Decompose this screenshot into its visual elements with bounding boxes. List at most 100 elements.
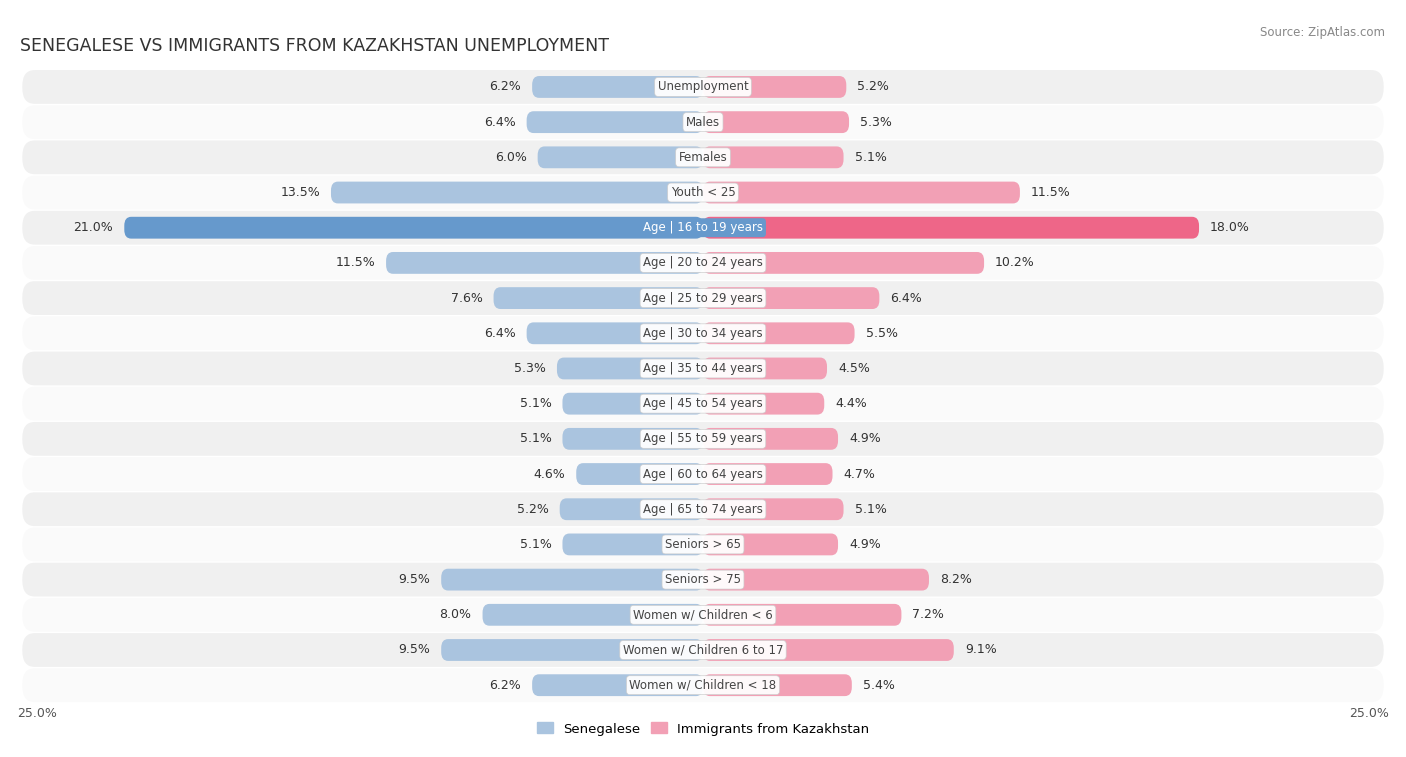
Text: Women w/ Children < 18: Women w/ Children < 18 xyxy=(630,679,776,692)
FancyBboxPatch shape xyxy=(703,76,846,98)
FancyBboxPatch shape xyxy=(562,393,703,415)
Text: Women w/ Children < 6: Women w/ Children < 6 xyxy=(633,609,773,621)
Text: Seniors > 65: Seniors > 65 xyxy=(665,538,741,551)
FancyBboxPatch shape xyxy=(703,639,953,661)
Text: Age | 45 to 54 years: Age | 45 to 54 years xyxy=(643,397,763,410)
Text: Source: ZipAtlas.com: Source: ZipAtlas.com xyxy=(1260,26,1385,39)
Text: 25.0%: 25.0% xyxy=(1350,707,1389,720)
Text: 4.5%: 4.5% xyxy=(838,362,870,375)
FancyBboxPatch shape xyxy=(537,146,703,168)
Text: 7.6%: 7.6% xyxy=(451,291,482,304)
Text: 8.2%: 8.2% xyxy=(941,573,972,586)
FancyBboxPatch shape xyxy=(576,463,703,485)
FancyBboxPatch shape xyxy=(441,639,703,661)
FancyBboxPatch shape xyxy=(22,316,1384,350)
Text: 6.4%: 6.4% xyxy=(484,327,516,340)
Text: 5.2%: 5.2% xyxy=(858,80,889,93)
Text: Age | 16 to 19 years: Age | 16 to 19 years xyxy=(643,221,763,234)
Text: Seniors > 75: Seniors > 75 xyxy=(665,573,741,586)
FancyBboxPatch shape xyxy=(703,498,844,520)
Text: 5.2%: 5.2% xyxy=(517,503,548,516)
FancyBboxPatch shape xyxy=(482,604,703,626)
Text: 4.9%: 4.9% xyxy=(849,432,880,445)
Text: 8.0%: 8.0% xyxy=(440,609,471,621)
FancyBboxPatch shape xyxy=(441,569,703,590)
FancyBboxPatch shape xyxy=(22,457,1384,491)
Text: 11.5%: 11.5% xyxy=(335,257,375,269)
FancyBboxPatch shape xyxy=(22,492,1384,526)
FancyBboxPatch shape xyxy=(703,357,827,379)
Text: 5.1%: 5.1% xyxy=(520,538,551,551)
Text: 5.1%: 5.1% xyxy=(855,503,886,516)
FancyBboxPatch shape xyxy=(703,146,844,168)
Text: 5.1%: 5.1% xyxy=(520,432,551,445)
FancyBboxPatch shape xyxy=(22,141,1384,174)
FancyBboxPatch shape xyxy=(703,111,849,133)
Text: Unemployment: Unemployment xyxy=(658,80,748,93)
FancyBboxPatch shape xyxy=(494,287,703,309)
Text: 9.1%: 9.1% xyxy=(965,643,997,656)
FancyBboxPatch shape xyxy=(22,246,1384,280)
FancyBboxPatch shape xyxy=(562,428,703,450)
FancyBboxPatch shape xyxy=(531,674,703,696)
FancyBboxPatch shape xyxy=(22,210,1384,245)
FancyBboxPatch shape xyxy=(703,534,838,556)
Text: Age | 35 to 44 years: Age | 35 to 44 years xyxy=(643,362,763,375)
Text: 6.0%: 6.0% xyxy=(495,151,527,164)
Text: 6.2%: 6.2% xyxy=(489,679,522,692)
Text: 5.1%: 5.1% xyxy=(855,151,886,164)
Text: 10.2%: 10.2% xyxy=(995,257,1035,269)
Text: 6.4%: 6.4% xyxy=(484,116,516,129)
Text: 25.0%: 25.0% xyxy=(17,707,56,720)
FancyBboxPatch shape xyxy=(703,674,852,696)
FancyBboxPatch shape xyxy=(22,422,1384,456)
Text: 5.1%: 5.1% xyxy=(520,397,551,410)
Text: 4.6%: 4.6% xyxy=(533,468,565,481)
FancyBboxPatch shape xyxy=(22,281,1384,315)
Text: Age | 30 to 34 years: Age | 30 to 34 years xyxy=(643,327,763,340)
FancyBboxPatch shape xyxy=(22,351,1384,385)
Text: Males: Males xyxy=(686,116,720,129)
FancyBboxPatch shape xyxy=(22,105,1384,139)
FancyBboxPatch shape xyxy=(22,528,1384,562)
FancyBboxPatch shape xyxy=(562,534,703,556)
FancyBboxPatch shape xyxy=(703,393,824,415)
FancyBboxPatch shape xyxy=(527,322,703,344)
Text: Age | 55 to 59 years: Age | 55 to 59 years xyxy=(643,432,763,445)
Text: Age | 25 to 29 years: Age | 25 to 29 years xyxy=(643,291,763,304)
Text: 21.0%: 21.0% xyxy=(73,221,114,234)
FancyBboxPatch shape xyxy=(22,633,1384,667)
FancyBboxPatch shape xyxy=(703,217,1199,238)
Text: Females: Females xyxy=(679,151,727,164)
Text: Women w/ Children 6 to 17: Women w/ Children 6 to 17 xyxy=(623,643,783,656)
FancyBboxPatch shape xyxy=(703,463,832,485)
FancyBboxPatch shape xyxy=(330,182,703,204)
FancyBboxPatch shape xyxy=(703,182,1019,204)
FancyBboxPatch shape xyxy=(527,111,703,133)
Text: SENEGALESE VS IMMIGRANTS FROM KAZAKHSTAN UNEMPLOYMENT: SENEGALESE VS IMMIGRANTS FROM KAZAKHSTAN… xyxy=(20,37,609,55)
FancyBboxPatch shape xyxy=(703,287,879,309)
Text: 6.2%: 6.2% xyxy=(489,80,522,93)
Text: 6.4%: 6.4% xyxy=(890,291,922,304)
Text: 5.5%: 5.5% xyxy=(866,327,897,340)
Text: 9.5%: 9.5% xyxy=(398,643,430,656)
Text: 9.5%: 9.5% xyxy=(398,573,430,586)
Text: 5.4%: 5.4% xyxy=(863,679,894,692)
FancyBboxPatch shape xyxy=(22,668,1384,702)
FancyBboxPatch shape xyxy=(124,217,703,238)
Text: 7.2%: 7.2% xyxy=(912,609,945,621)
Text: Age | 65 to 74 years: Age | 65 to 74 years xyxy=(643,503,763,516)
FancyBboxPatch shape xyxy=(703,252,984,274)
FancyBboxPatch shape xyxy=(22,562,1384,597)
Legend: Senegalese, Immigrants from Kazakhstan: Senegalese, Immigrants from Kazakhstan xyxy=(531,717,875,741)
FancyBboxPatch shape xyxy=(22,387,1384,421)
FancyBboxPatch shape xyxy=(22,598,1384,631)
Text: 18.0%: 18.0% xyxy=(1211,221,1250,234)
FancyBboxPatch shape xyxy=(22,176,1384,210)
Text: 5.3%: 5.3% xyxy=(860,116,891,129)
FancyBboxPatch shape xyxy=(22,70,1384,104)
FancyBboxPatch shape xyxy=(703,569,929,590)
FancyBboxPatch shape xyxy=(703,322,855,344)
FancyBboxPatch shape xyxy=(703,604,901,626)
FancyBboxPatch shape xyxy=(531,76,703,98)
